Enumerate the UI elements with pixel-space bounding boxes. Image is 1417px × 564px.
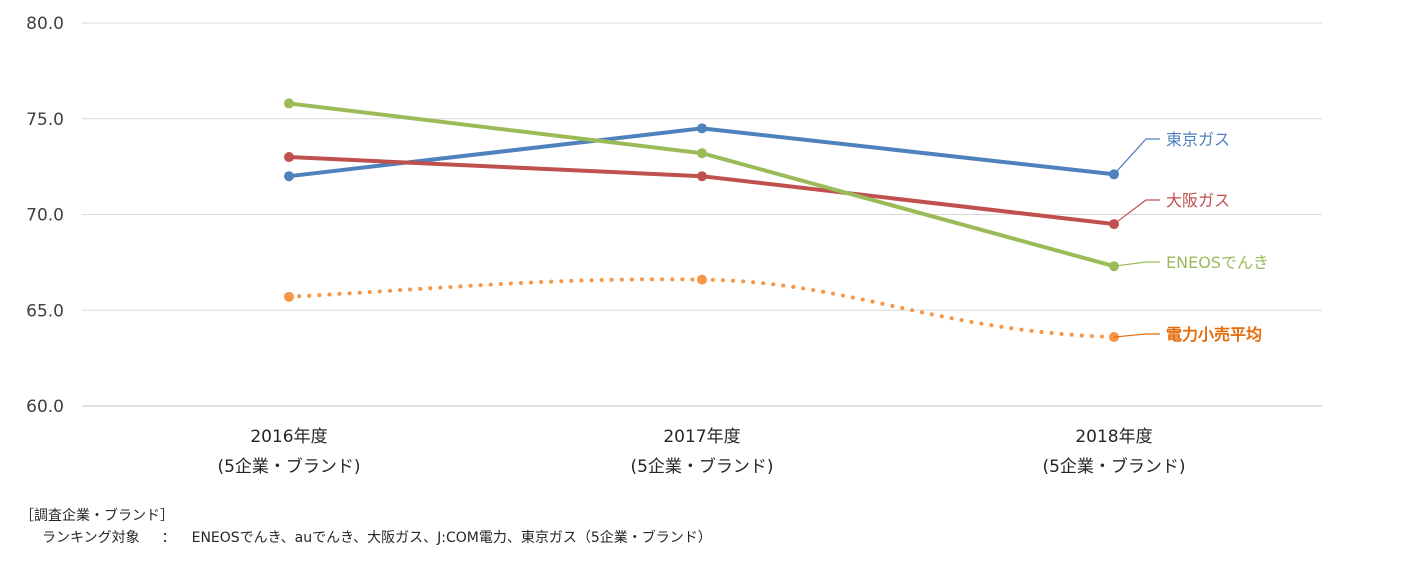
x-axis-categories: 2016年度 (5企業・ブランド) 2017年度 (5企業・ブランド) 2018年度 (5… [217, 427, 1185, 477]
series-label: 東京ガス [1166, 130, 1230, 149]
data-point [284, 291, 294, 302]
x-category-sublabel: (5企業・ブランド) [217, 456, 360, 477]
y-axis-ticks: 80.0 75.0 70.0 65.0 60.0 [26, 14, 64, 417]
data-point [284, 98, 294, 109]
series-line [287, 277, 1116, 340]
line-chart: 80.075.070.065.060.0 2016年度(5企業・ブランド)201… [26, 14, 1322, 477]
label-leader-line [1113, 199, 1160, 225]
footnote-title: ［調査企業・ブランド］ [20, 508, 174, 524]
data-point [697, 171, 707, 182]
x-category-sublabel: (5企業・ブランド) [630, 456, 773, 477]
label-leader-line [1113, 138, 1160, 175]
x-category-sublabel: (5企業・ブランド) [1042, 456, 1185, 477]
series-label: ENEOSでんき [1166, 253, 1269, 272]
data-point [697, 274, 707, 285]
data-point [284, 152, 294, 163]
label-leader-line [1113, 261, 1160, 267]
data-point [697, 148, 707, 159]
y-tick-label: 70.0 [26, 206, 64, 226]
y-tick-label: 65.0 [26, 301, 64, 321]
y-tick-label: 80.0 [26, 14, 64, 34]
y-tick-label: 60.0 [26, 397, 64, 417]
series-label: 大阪ガス [1166, 191, 1230, 210]
data-point [697, 123, 707, 134]
footnote-colon: ： [161, 530, 176, 546]
footnote-label: ランキング対象 [42, 530, 140, 546]
series-label: 電力小売平均 [1166, 325, 1262, 344]
data-point [284, 171, 294, 182]
x-category-label: 2017年度 [663, 427, 740, 447]
series-lines [284, 98, 1119, 343]
x-category-label: 2016年度 [250, 427, 327, 447]
footnote-targets: ランキング対象 ： ENEOSでんき、auでんき、大阪ガス、J:COM電力、東京ガス… [42, 527, 712, 547]
gridlines [82, 22, 1322, 407]
x-category-label: 2018年度 [1075, 427, 1152, 447]
label-leader-line [1113, 333, 1160, 338]
footnote-text: ENEOSでんき、auでんき、大阪ガス、J:COM電力、東京ガス（5企業・ブラン… [191, 530, 712, 546]
y-tick-label: 75.0 [26, 110, 64, 130]
